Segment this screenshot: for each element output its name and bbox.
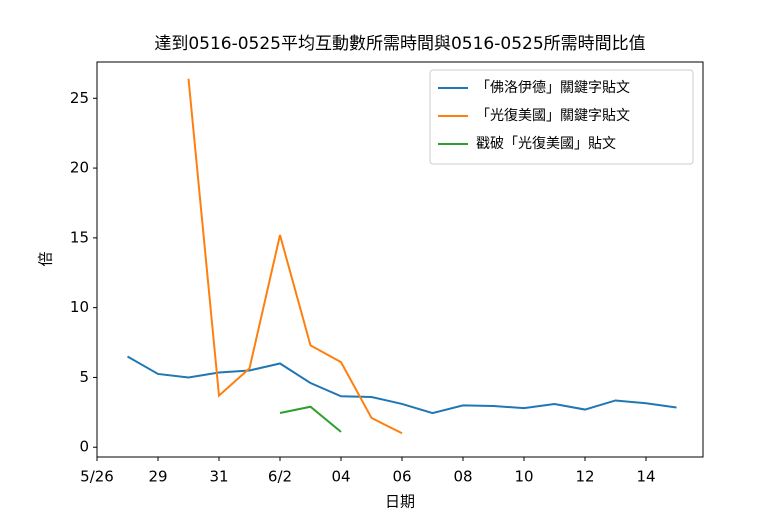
x-tick-label: 06	[392, 468, 411, 486]
series-line	[279, 405, 342, 433]
chart-title: 達到0516-0525平均互動數所需時間與0516-0525所需時間比值	[154, 34, 645, 54]
legend-label: 「光復美國」關鍵字貼文	[476, 107, 630, 124]
y-tick-label: 20	[70, 159, 89, 177]
x-tick-label: 14	[636, 468, 655, 486]
x-tick-label: 31	[209, 468, 228, 486]
y-tick-label: 25	[70, 89, 89, 107]
legend-label: 「佛洛伊德」關鍵字貼文	[476, 80, 630, 96]
legend-box	[429, 69, 694, 165]
y-tick-label: 15	[70, 228, 89, 246]
x-tick-label: 29	[148, 468, 167, 486]
x-tick-label: 04	[331, 468, 350, 486]
y-tick-label: 5	[79, 368, 89, 386]
series-line	[187, 78, 403, 435]
x-tick-label: 10	[514, 468, 533, 486]
y-tick-label: 10	[70, 298, 89, 316]
x-tick-label: 5/26	[80, 468, 114, 486]
x-tick-label: 08	[453, 468, 472, 486]
x-axis-label: 日期	[385, 493, 415, 511]
plot-frame	[96, 61, 704, 458]
x-tick-label: 12	[575, 468, 594, 486]
y-tick-label: 0	[79, 438, 89, 456]
x-tick-label: 6/2	[268, 468, 292, 486]
legend-label: 戳破「光復美國」貼文	[476, 135, 616, 152]
y-axis-label: 倍	[37, 251, 55, 266]
series-line	[127, 355, 677, 415]
